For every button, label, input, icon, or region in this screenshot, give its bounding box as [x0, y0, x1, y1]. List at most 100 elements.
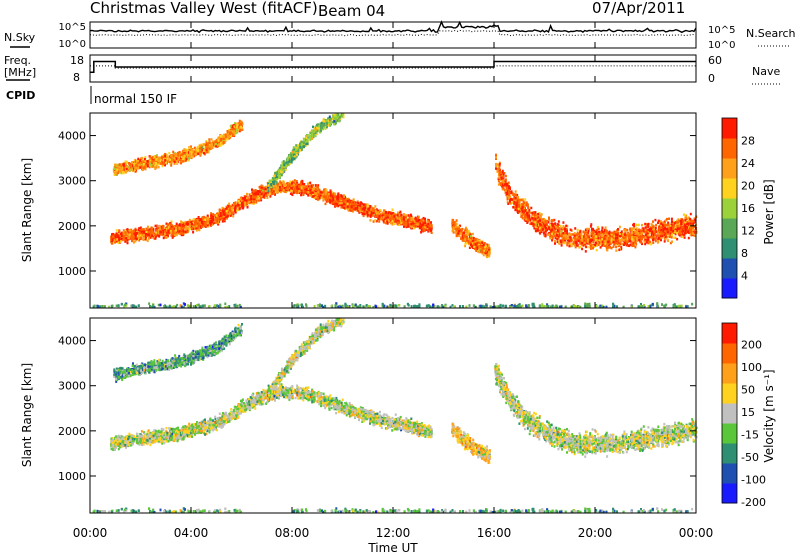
power-cell: [362, 213, 364, 216]
power-cell: [232, 215, 234, 218]
power-cell: [309, 194, 311, 197]
power-cell: [118, 237, 120, 240]
power-cell: [170, 155, 172, 158]
power-cell: [180, 220, 182, 223]
power-cell: [146, 233, 148, 236]
power-cell: [253, 201, 255, 204]
power-cell: [211, 138, 213, 141]
power-cell: [392, 209, 394, 212]
power-cell: [349, 208, 351, 211]
power-cell: [300, 183, 302, 186]
power-cell: [159, 231, 161, 234]
power-cell: [203, 149, 205, 152]
power-cell: [187, 227, 189, 230]
power-cell: [220, 215, 222, 218]
power-cell: [246, 193, 248, 196]
power-cell: [369, 205, 371, 208]
power-cell: [355, 207, 357, 210]
power-cell: [175, 155, 177, 158]
noise-left-tick-bottom: 10^0: [59, 39, 86, 50]
power-cell: [130, 164, 132, 167]
power-cell: [169, 158, 171, 161]
power-cell: [123, 239, 125, 242]
power-cell: [357, 202, 359, 205]
power-cell: [212, 213, 214, 216]
power-cell: [164, 155, 166, 158]
power-cell: [424, 218, 426, 221]
noise-left-label: N.Sky: [4, 31, 36, 44]
power-cell: [228, 203, 230, 206]
power-cell: [411, 223, 413, 226]
power-cell: [347, 205, 349, 208]
power-cell: [315, 188, 317, 191]
power-cell: [131, 237, 133, 240]
power-cell: [309, 186, 311, 189]
power-cell: [131, 161, 133, 164]
station-title: Christmas Valley West (fitACF): [90, 0, 318, 17]
power-cell: [236, 132, 238, 135]
power-cell: [289, 184, 291, 187]
power-cell: [426, 220, 428, 223]
power-cell: [203, 152, 205, 155]
frequency-left-tick-bottom: 8: [73, 71, 80, 84]
power-cell: [234, 210, 236, 213]
power-cell: [335, 200, 337, 203]
power-cell: [114, 236, 116, 239]
power-cell: [197, 153, 199, 156]
power-cell: [256, 198, 258, 201]
power-cell: [180, 228, 182, 231]
power-cell: [364, 209, 366, 212]
power-cell: [247, 206, 249, 209]
power-cell: [155, 162, 157, 165]
power-cell: [204, 219, 206, 222]
power-cell: [131, 240, 133, 243]
power-cell: [301, 192, 303, 195]
power-cell: [240, 126, 242, 129]
power-cell: [244, 204, 246, 207]
power-cell: [178, 224, 180, 227]
power-cell: [220, 144, 222, 147]
power-cell: [320, 191, 322, 194]
date-title: 07/Apr/2011: [592, 0, 685, 17]
power-cell: [195, 220, 197, 223]
frequency-right-tick-bottom: 0: [708, 72, 715, 85]
power-cell: [180, 162, 182, 165]
power-cell: [250, 198, 252, 201]
power-cell: [240, 129, 242, 132]
power-cell: [185, 231, 187, 234]
power-cell: [171, 234, 173, 237]
power-cell: [343, 207, 345, 210]
power-cell: [176, 223, 178, 226]
power-cell: [187, 223, 189, 226]
power-cell: [351, 208, 353, 211]
power-cell: [407, 214, 409, 217]
power-cell: [315, 196, 317, 199]
power-cell: [385, 211, 387, 214]
power-cell: [204, 222, 206, 225]
power-cell: [166, 236, 168, 239]
power-cell: [151, 231, 153, 234]
power-cell: [347, 200, 349, 203]
power-cell: [273, 192, 275, 195]
power-cell: [227, 130, 229, 133]
power-cell: [399, 218, 401, 221]
power-cell: [261, 195, 263, 198]
power-cell: [364, 213, 366, 216]
power-cell: [298, 190, 300, 193]
power-cell: [189, 228, 191, 231]
power-cell: [184, 155, 186, 158]
power-cell: [139, 166, 141, 169]
power-cell: [114, 168, 116, 171]
power-cell: [185, 158, 187, 161]
power-cell: [360, 201, 362, 204]
power-cell: [317, 198, 319, 201]
power-cell: [290, 187, 292, 190]
power-cell: [400, 214, 402, 217]
power-cell: [157, 232, 159, 235]
power-cell: [378, 220, 380, 223]
power-cell: [151, 157, 153, 160]
power-cell: [317, 186, 319, 189]
power-cell: [189, 153, 191, 156]
power-cell: [271, 193, 273, 196]
power-cell: [156, 165, 158, 168]
